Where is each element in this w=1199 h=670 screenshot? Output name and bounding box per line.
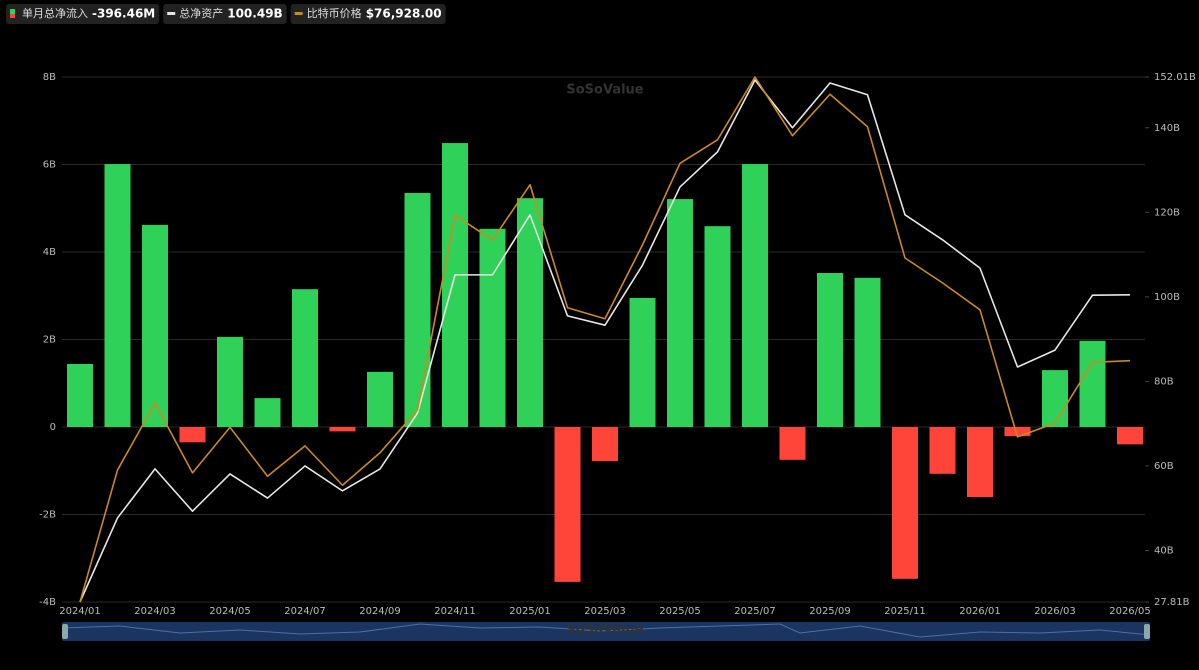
- bar: [779, 427, 806, 460]
- bar: [667, 199, 693, 427]
- legend-box: [163, 4, 287, 24]
- y-tick-label: 2B: [43, 335, 56, 346]
- bar: [254, 398, 281, 427]
- x-tick-label: 2026/03: [1034, 606, 1076, 617]
- bar: [442, 143, 468, 427]
- x-tick-label: 2024/11: [434, 606, 476, 617]
- x-tick-label: 2026/05: [1109, 606, 1151, 617]
- x-tick-label: 2024/07: [284, 606, 326, 617]
- x-tick-label: 2024/09: [359, 606, 401, 617]
- x-tick-label: 2025/01: [509, 606, 551, 617]
- bar: [817, 273, 843, 427]
- navigator-line: [61, 623, 1151, 638]
- y-tick-label: 6B: [43, 160, 56, 171]
- bar: [179, 427, 206, 443]
- y2-tick-label: 140B: [1154, 123, 1180, 134]
- legend-swatch: [10, 9, 15, 14]
- x-tick-label: 2024/03: [134, 606, 176, 617]
- bar: [554, 427, 581, 582]
- legend-swatch: [294, 12, 303, 15]
- bar: [404, 192, 431, 427]
- legend-box: [290, 4, 446, 24]
- y-tick-label: 4B: [43, 247, 56, 258]
- bar: [1042, 370, 1068, 427]
- y2-tick-label: 27.81B: [1154, 597, 1190, 608]
- y-tick-label: 0: [50, 422, 56, 433]
- x-tick-label: 2025/05: [659, 606, 701, 617]
- legend-value: 100.49B: [227, 7, 282, 21]
- y-tick-label: -4B: [39, 597, 56, 608]
- watermark: SoSoValue: [566, 83, 643, 98]
- bar: [967, 427, 993, 497]
- navigator-handle[interactable]: [1144, 624, 1150, 639]
- bar: [479, 228, 506, 427]
- bar: [1117, 427, 1143, 445]
- bar: [67, 364, 93, 427]
- watermark: SoSoValue: [566, 623, 643, 638]
- bar: [217, 336, 243, 427]
- bar: [929, 427, 956, 474]
- bar: [892, 427, 918, 579]
- bar: [104, 164, 131, 427]
- legend-swatch: [10, 14, 15, 18]
- bar: [742, 164, 768, 427]
- y2-tick-label: 80B: [1154, 376, 1174, 387]
- bar: [142, 224, 168, 427]
- bar: [367, 371, 393, 427]
- legend-name: 总净资产: [179, 6, 223, 20]
- bar: [1004, 427, 1031, 437]
- x-tick-label: 2024/05: [209, 606, 251, 617]
- bar: [854, 277, 881, 427]
- legend-swatch: [167, 12, 176, 15]
- legend-value: -396.46M: [92, 7, 155, 21]
- bar: [1079, 340, 1106, 427]
- y2-tick-label: 120B: [1154, 207, 1180, 218]
- line: [79, 76, 1131, 603]
- x-tick-label: 2026/01: [959, 606, 1001, 617]
- legend-value: $76,928.00: [366, 7, 442, 21]
- legend-item: 比特币价格 $76,928.00: [290, 4, 446, 24]
- x-tick-label: 2024/01: [59, 606, 101, 617]
- legend-name: 比特币价格: [307, 6, 362, 20]
- y2-tick-label: 60B: [1154, 461, 1174, 472]
- bar: [704, 226, 731, 427]
- y-tick-label: -2B: [39, 510, 56, 521]
- legend-box: [6, 4, 160, 24]
- bar: [629, 297, 656, 427]
- legend-name: 单月总净流入: [22, 6, 88, 20]
- bar: [592, 427, 618, 462]
- legend-item: 总净资产 100.49B: [163, 4, 287, 24]
- navigator-handle[interactable]: [62, 624, 68, 639]
- line: [79, 79, 1131, 603]
- x-tick-label: 2025/09: [809, 606, 851, 617]
- x-tick-label: 2025/03: [584, 606, 626, 617]
- legend-item: 单月总净流入 -396.46M: [6, 4, 160, 24]
- x-tick-label: 2025/11: [884, 606, 926, 617]
- bar: [517, 198, 543, 427]
- bar: [329, 427, 356, 432]
- y2-tick-label: 152.01B: [1154, 72, 1196, 83]
- bar: [292, 289, 318, 427]
- navigator[interactable]: [62, 622, 1150, 641]
- y-tick-label: 8B: [43, 72, 56, 83]
- x-tick-label: 2025/07: [734, 606, 776, 617]
- y2-tick-label: 100B: [1154, 292, 1180, 303]
- y2-tick-label: 40B: [1154, 545, 1174, 556]
